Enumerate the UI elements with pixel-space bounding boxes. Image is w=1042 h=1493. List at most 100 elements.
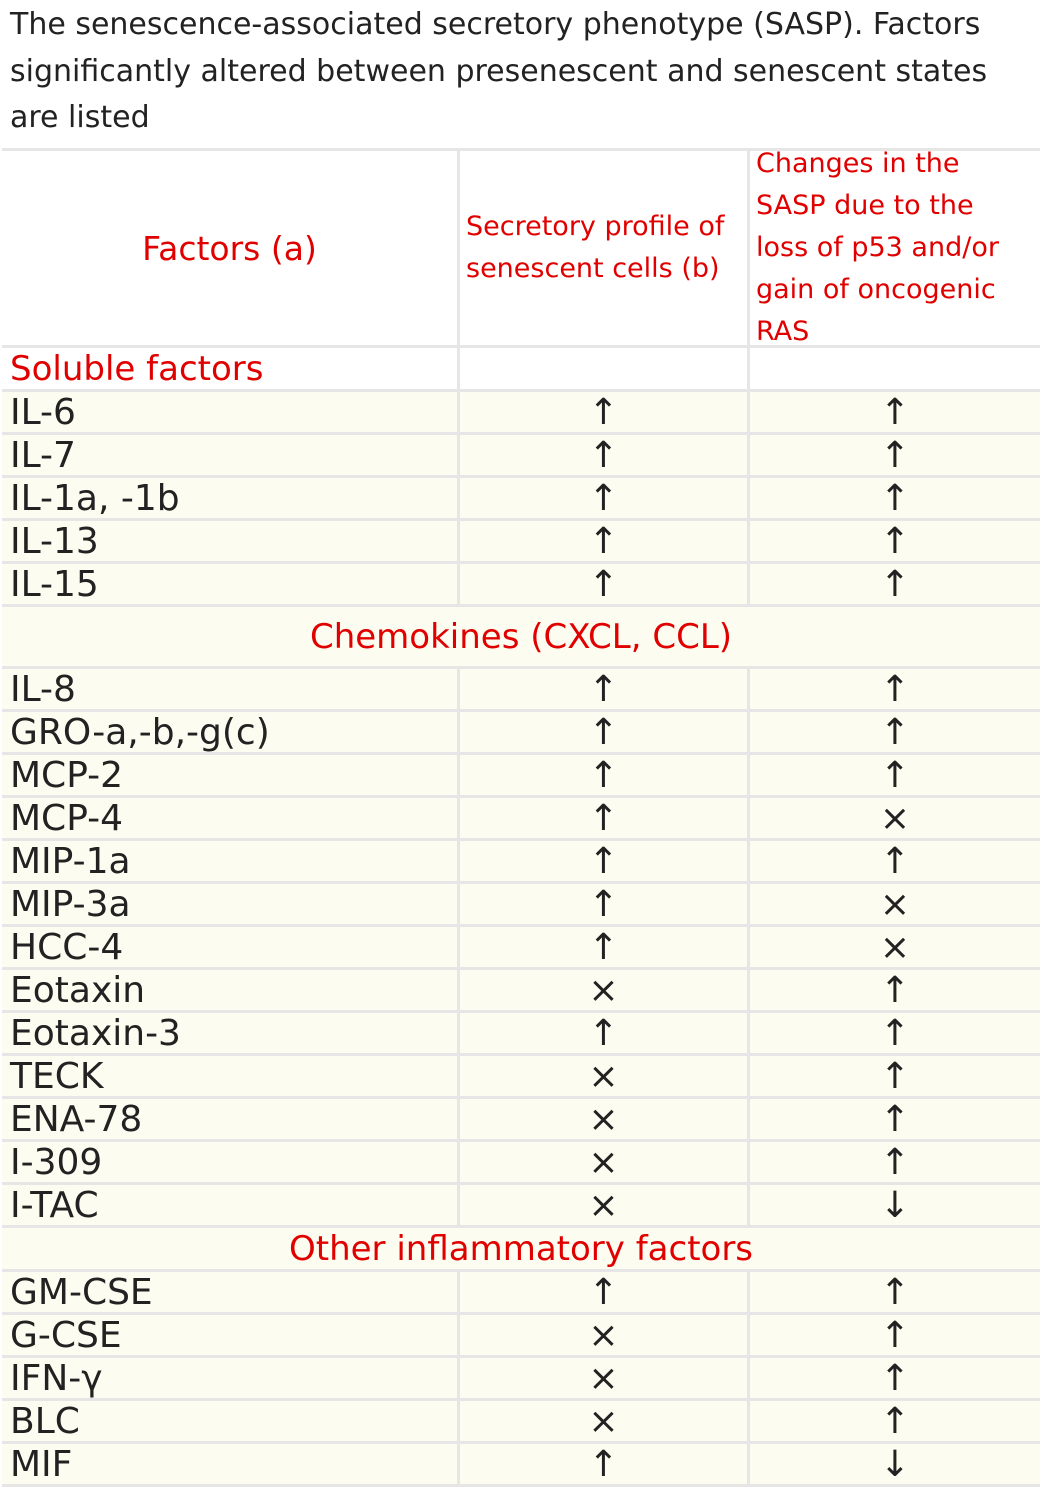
factor-name: I-309 [2, 1142, 460, 1182]
factor-name: I-TAC [2, 1185, 460, 1225]
data-row: I-309 × ↑ [2, 1142, 1040, 1185]
factor-name: IFN-γ [2, 1358, 460, 1398]
data-row: Eotaxin-3 ↑ ↑ [2, 1013, 1040, 1056]
change-symbol: ↑ [460, 927, 750, 967]
change-symbol: ↑ [460, 564, 750, 604]
change-symbol: ↑ [879, 841, 911, 881]
data-row: IL-8 ↑ ↑ [2, 669, 1040, 712]
change-symbol: ↓ [879, 1185, 911, 1225]
change-symbol: ↑ [879, 1315, 911, 1355]
change-symbol: ↑ [879, 1099, 911, 1139]
data-row: G-CSE × ↑ [2, 1315, 1040, 1358]
factor-name: G-CSE [2, 1315, 460, 1355]
data-row: MIF ↑ ↓ [2, 1444, 1040, 1487]
factor-name: IL-8 [2, 669, 460, 709]
factor-name: IL-1a, -1b [2, 478, 460, 518]
factor-name: IL-7 [2, 435, 460, 475]
factor-name: MCP-4 [2, 798, 460, 838]
table: Factors (a) Secretory profile of senescen… [2, 148, 1040, 1487]
factor-name: ENA-78 [2, 1099, 460, 1139]
section-title: Chemokines (CXCL, CCL) [2, 607, 1040, 666]
data-row: MIP-3a ↑ × [2, 884, 1040, 927]
change-symbol: ↑ [879, 564, 911, 604]
data-row: ENA-78 × ↑ [2, 1099, 1040, 1142]
change-symbol: ↑ [879, 392, 911, 432]
change-symbol: ↑ [879, 1401, 911, 1441]
factor-name: BLC [2, 1401, 460, 1441]
data-row: MIP-1a ↑ ↑ [2, 841, 1040, 884]
change-symbol: ↑ [879, 1013, 911, 1053]
factor-name: Eotaxin [2, 970, 460, 1010]
data-row: IL-13 ↑ ↑ [2, 521, 1040, 564]
change-symbol: ↑ [879, 1142, 911, 1182]
change-symbol: ↑ [460, 1272, 750, 1312]
change-symbol: × [879, 927, 911, 967]
factor-name: IL-6 [2, 392, 460, 432]
factor-name: IL-13 [2, 521, 460, 561]
change-symbol: ↑ [879, 970, 911, 1010]
change-symbol: ↑ [460, 712, 750, 752]
change-symbol: × [460, 1056, 750, 1096]
factor-name: MIF [2, 1444, 460, 1484]
change-symbol: ↑ [460, 392, 750, 432]
caption: The senescence-associated secretory phen… [10, 7, 988, 135]
change-symbol: ↑ [460, 669, 750, 709]
empty-cell [460, 348, 750, 389]
data-row: IL-1a, -1b ↑ ↑ [2, 478, 1040, 521]
data-row: TECK × ↑ [2, 1056, 1040, 1099]
change-symbol: ↑ [460, 435, 750, 475]
data-row: MCP-4 ↑ × [2, 798, 1040, 841]
change-symbol: × [879, 884, 911, 924]
change-symbol: ↑ [460, 1444, 750, 1484]
change-symbol: ↑ [879, 1358, 911, 1398]
change-symbol: ↑ [879, 435, 911, 475]
data-row: GM-CSE ↑ ↑ [2, 1272, 1040, 1315]
section-title: Other inflammatory factors [2, 1228, 1040, 1269]
data-row: HCC-4 ↑ × [2, 927, 1040, 970]
change-symbol: ↑ [460, 841, 750, 881]
data-row: IL-6 ↑ ↑ [2, 392, 1040, 435]
change-symbol: ↓ [879, 1444, 911, 1484]
data-row: IFN-γ × ↑ [2, 1358, 1040, 1401]
change-symbol: × [460, 970, 750, 1010]
factor-name: GM-CSE [2, 1272, 460, 1312]
change-symbol: ↑ [879, 712, 911, 752]
change-symbol: × [460, 1099, 750, 1139]
change-symbol: ↑ [460, 478, 750, 518]
change-symbol: × [460, 1142, 750, 1182]
change-symbol: ↑ [879, 755, 911, 795]
change-symbol: × [460, 1315, 750, 1355]
change-symbol: ↑ [460, 1013, 750, 1053]
data-row: MCP-2 ↑ ↑ [2, 755, 1040, 798]
header-cell: Secretory profile of senescent cells (b) [460, 151, 750, 345]
section-row: Soluble factors [2, 348, 1040, 392]
change-symbol: × [460, 1401, 750, 1441]
factor-name: IL-15 [2, 564, 460, 604]
change-symbol: ↑ [460, 755, 750, 795]
factor-name: GRO-a,-b,-g(c) [2, 712, 460, 752]
change-symbol: ↑ [879, 1272, 911, 1312]
data-row: GRO-a,-b,-g(c) ↑ ↑ [2, 712, 1040, 755]
data-row: I-TAC × ↓ [2, 1185, 1040, 1228]
change-symbol: ↑ [879, 478, 911, 518]
section-title: Soluble factors [2, 348, 460, 389]
data-row: BLC × ↑ [2, 1401, 1040, 1444]
factor-name: Eotaxin-3 [2, 1013, 460, 1053]
change-symbol: ↑ [460, 884, 750, 924]
change-symbol: ↑ [879, 521, 911, 561]
change-symbol: × [879, 798, 911, 838]
change-symbol: ↑ [879, 669, 911, 709]
data-row: IL-7 ↑ ↑ [2, 435, 1040, 478]
change-symbol: ↑ [879, 1056, 911, 1096]
data-row: IL-15 ↑ ↑ [2, 564, 1040, 607]
factor-name: MCP-2 [2, 755, 460, 795]
change-symbol: ↑ [460, 521, 750, 561]
section-row: Other inflammatory factors [2, 1228, 1040, 1272]
header-cell: Changes in the SASP due to the loss of p… [756, 151, 999, 345]
section-row: Chemokines (CXCL, CCL) [2, 607, 1040, 669]
factor-name: MIP-3a [2, 884, 460, 924]
factor-name: HCC-4 [2, 927, 460, 967]
change-symbol: × [460, 1358, 750, 1398]
change-symbol: × [460, 1185, 750, 1225]
